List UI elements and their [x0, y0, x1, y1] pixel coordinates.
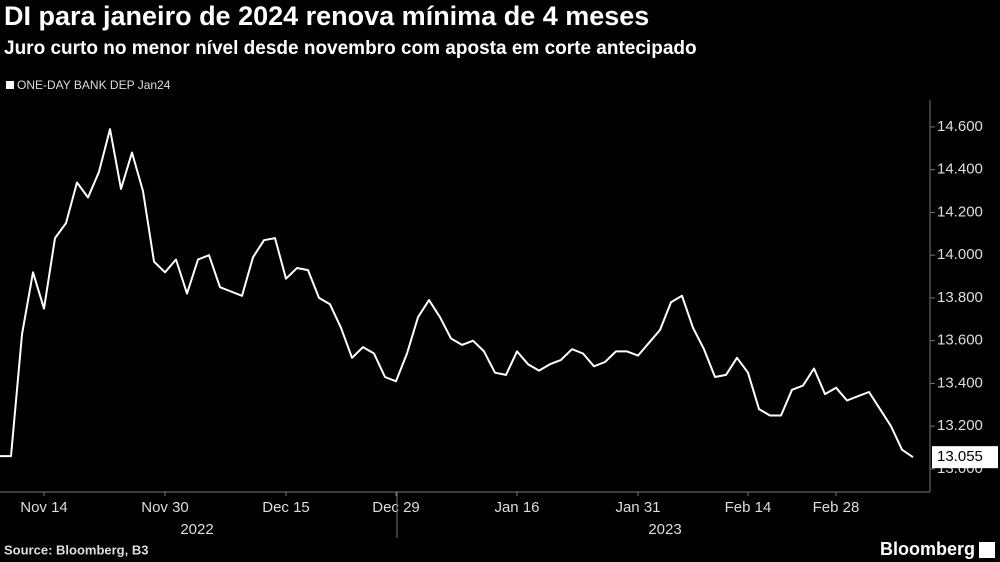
- y-tick-label: 14.000: [937, 246, 983, 263]
- y-tick-label: 13.400: [937, 374, 983, 391]
- y-tick-label: 14.200: [937, 203, 983, 220]
- x-tick-label: Nov 14: [20, 499, 68, 516]
- chart-subtitle: Juro curto no menor nível desde novembro…: [4, 38, 697, 59]
- year-label: 2022: [180, 521, 213, 538]
- line: [0, 128, 914, 459]
- last-value-label: 13.055: [937, 448, 983, 465]
- year-label: 2023: [648, 521, 681, 538]
- y-tick-label: 13.800: [937, 289, 983, 306]
- brand: Bloomberg: [880, 539, 975, 559]
- chart-title: DI para janeiro de 2024 renova mínima de…: [4, 1, 649, 31]
- x-tick-label: Nov 30: [141, 499, 189, 516]
- y-tick-label: 14.600: [937, 118, 983, 135]
- y-tick-label: 13.600: [937, 332, 983, 349]
- y-tick-label: 13.200: [937, 417, 983, 434]
- source: Source: Bloomberg, B3: [4, 542, 148, 557]
- last-value-box: [932, 446, 998, 469]
- legend-swatch: [6, 81, 14, 89]
- x-tick-label: Dec 15: [262, 499, 310, 516]
- x-tick-label: Feb 14: [725, 499, 772, 516]
- brand-logo: [979, 542, 995, 558]
- legend-label: ONE-DAY BANK DEP Jan24: [17, 78, 171, 92]
- x-tick-label: Jan 31: [615, 499, 660, 516]
- x-tick-label: Dec 29: [372, 499, 420, 516]
- y-tick-label: 14.400: [937, 161, 983, 178]
- x-tick-label: Jan 16: [494, 499, 539, 516]
- x-tick-label: Feb 28: [813, 499, 860, 516]
